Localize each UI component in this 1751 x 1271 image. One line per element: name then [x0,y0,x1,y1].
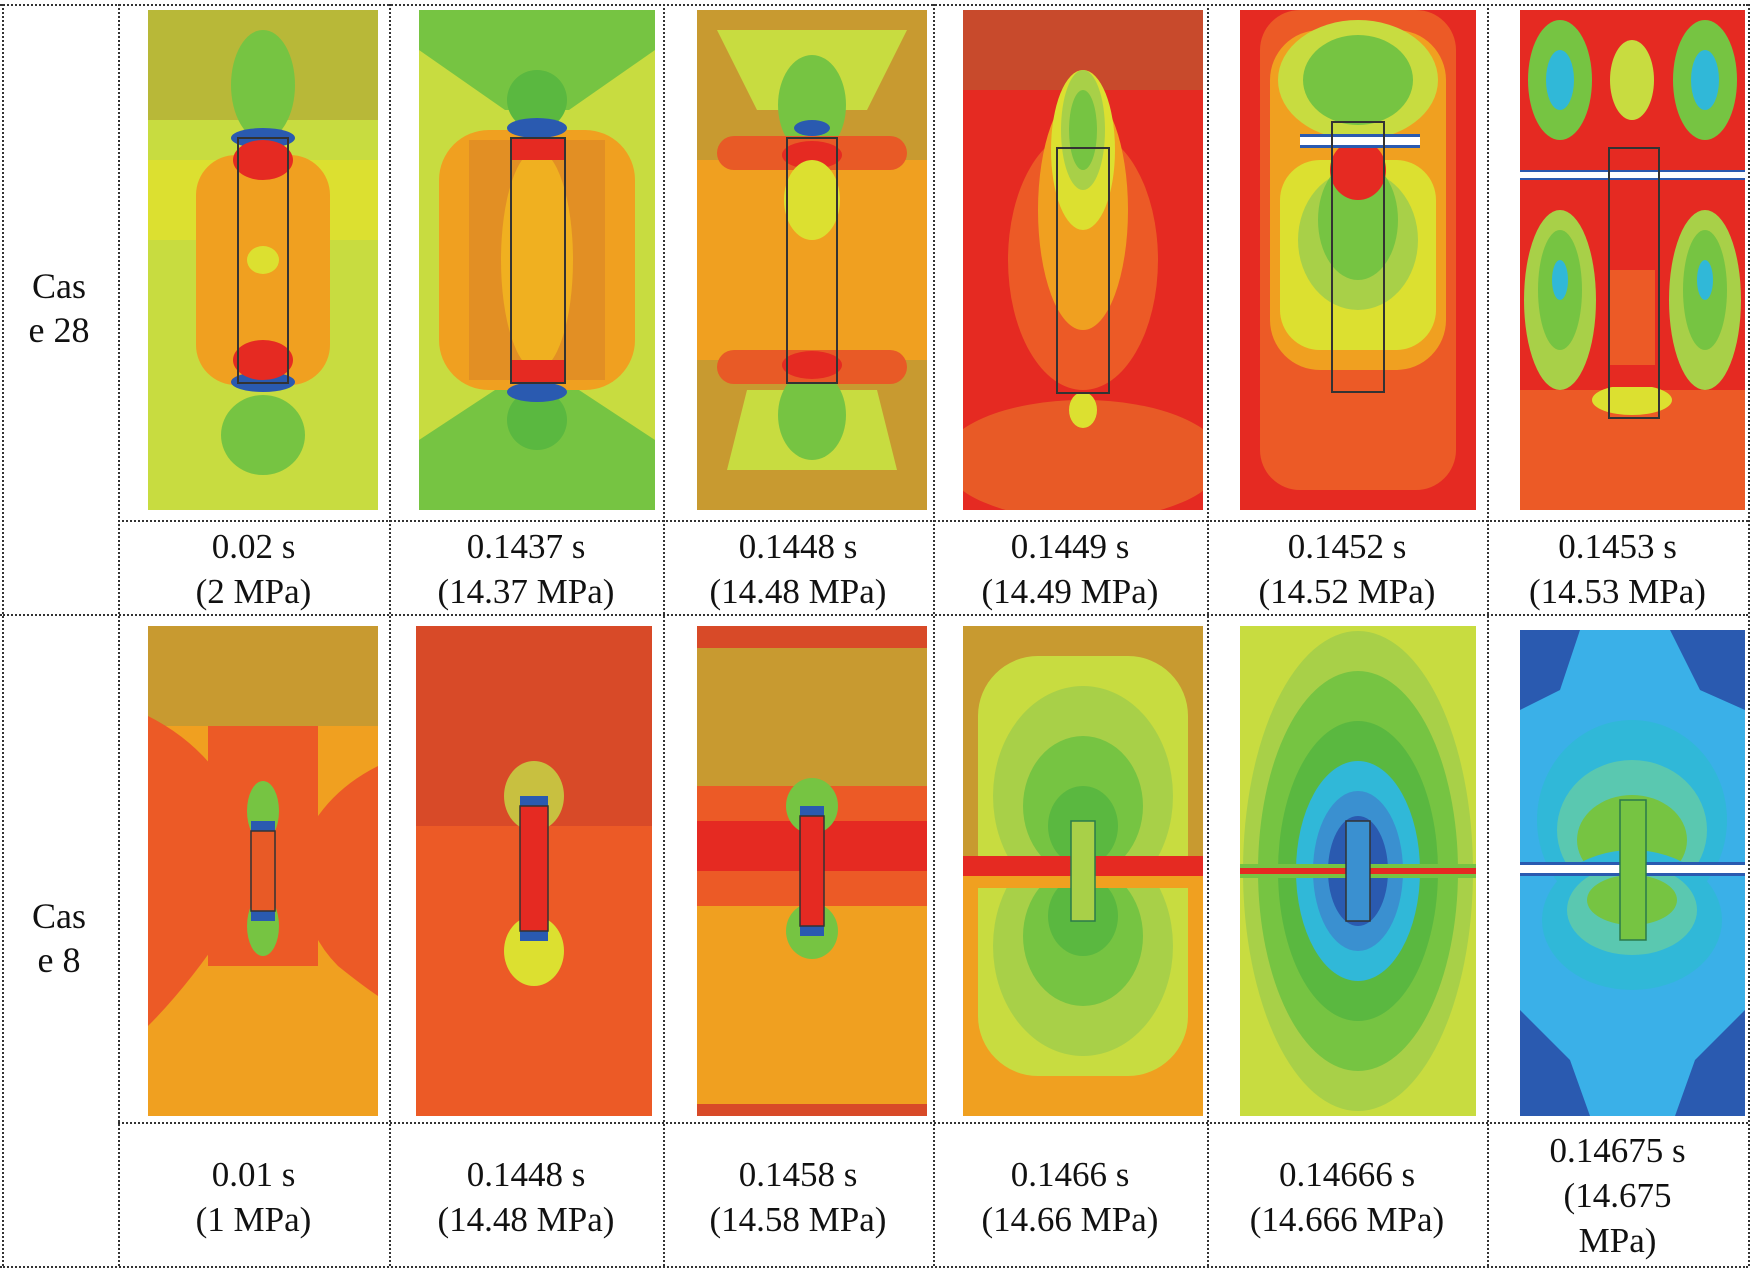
caption-pressure: (14.52 MPa) [1258,572,1436,611]
caption-pressure: (14.49 MPa) [981,572,1159,611]
grid-line [933,4,935,1266]
contour-image [419,10,655,510]
contour-image [963,626,1203,1116]
contour-image [416,626,652,1116]
panel-caption: 0.1458 s (14.58 MPa) [663,1152,933,1242]
grid-line [0,1266,1748,1268]
panel-caption: 0.14666 s (14.666 MPa) [1207,1152,1487,1242]
caption-time: 0.14666 s [1278,1155,1416,1194]
caption-time: 0.1466 s [1010,1155,1130,1194]
contour-image [1240,10,1476,510]
contour-image [963,10,1203,510]
row-label-line: Cas [32,266,86,306]
grid-line [2,4,4,1266]
caption-pressure: (14.37 MPa) [437,572,615,611]
contour-image [697,10,927,510]
caption-time: 0.1448 s [738,527,858,566]
caption-pressure: (14.48 MPa) [709,572,887,611]
caption-pressure: (14.66 MPa) [981,1200,1159,1239]
contour-image [1520,10,1745,510]
caption-time: 0.1449 s [1010,527,1130,566]
caption-pressure-cont: MPa) [1578,1221,1657,1260]
contour-image [148,10,378,510]
grid-line [0,614,1748,616]
caption-pressure: (14.675 [1563,1176,1672,1215]
row-label-case-8: Cas e 8 [0,894,118,982]
caption-pressure: (14.53 MPa) [1529,572,1706,611]
caption-pressure: (14.666 MPa) [1249,1200,1445,1239]
panel-caption: 0.1452 s (14.52 MPa) [1207,524,1487,614]
grid-line [389,4,391,1266]
grid-line [1748,4,1750,1266]
contour-image [697,626,927,1116]
caption-time: 0.1458 s [738,1155,858,1194]
grid-line [118,4,120,1266]
caption-time: 0.1448 s [466,1155,586,1194]
panel-caption: 0.1449 s (14.49 MPa) [933,524,1207,614]
panel-caption: 0.1437 s (14.37 MPa) [389,524,663,614]
grid-line [1487,4,1489,1266]
contour-image [1520,630,1745,1116]
panel-caption: 0.1453 s (14.53 MPa) [1487,524,1748,614]
panel-caption: 0.1448 s (14.48 MPa) [663,524,933,614]
row-label-line: e 8 [37,940,81,980]
row-label-case-28: Cas e 28 [0,264,118,352]
panel-caption: 0.01 s (1 MPa) [118,1152,389,1242]
caption-time: 0.01 s [211,1155,296,1194]
caption-pressure: (1 MPa) [195,1200,312,1239]
grid-line [0,4,1748,6]
grid-line [1207,4,1209,1266]
contour-image [1240,626,1476,1116]
grid-line [663,4,665,1266]
caption-time: 0.1453 s [1558,527,1677,566]
row-label-line: Cas [32,896,86,936]
contour-image [148,626,378,1116]
caption-pressure: (2 MPa) [195,572,312,611]
panel-caption: 0.1466 s (14.66 MPa) [933,1152,1207,1242]
caption-pressure: (14.58 MPa) [709,1200,887,1239]
caption-time: 0.14675 s [1549,1131,1686,1170]
row-label-line: e 28 [28,310,90,350]
caption-pressure: (14.48 MPa) [437,1200,615,1239]
caption-time: 0.1437 s [466,527,586,566]
panel-caption: 0.14675 s (14.675 MPa) [1487,1128,1748,1263]
panel-caption: 0.1448 s (14.48 MPa) [389,1152,663,1242]
caption-time: 0.1452 s [1287,527,1407,566]
caption-time: 0.02 s [211,527,296,566]
panel-caption: 0.02 s (2 MPa) [118,524,389,614]
